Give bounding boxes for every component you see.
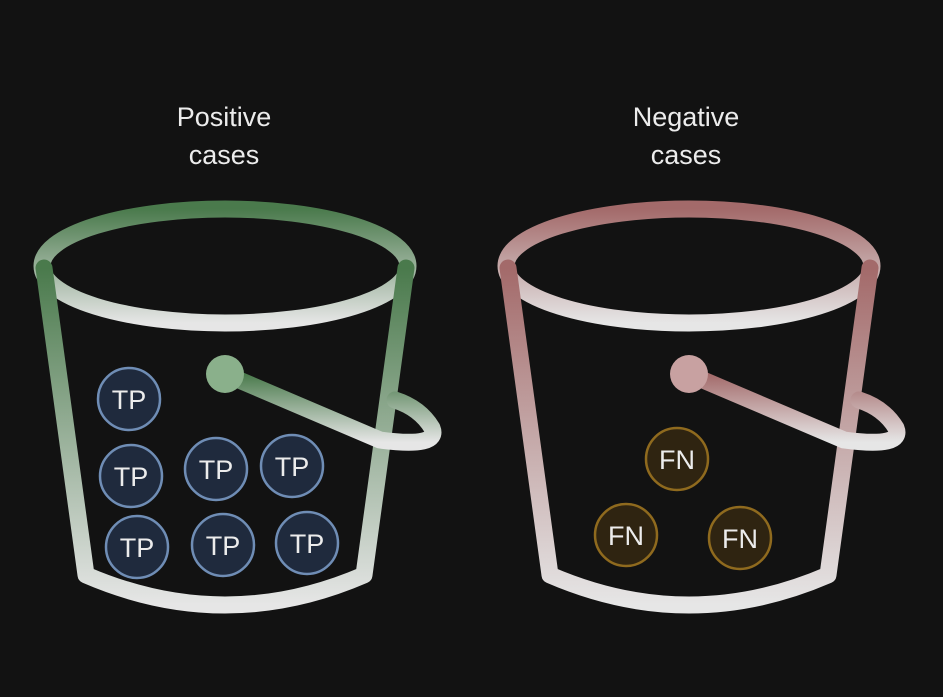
positive-case-ball: TP <box>183 436 249 502</box>
positive-case-ball-label: TP <box>290 529 325 559</box>
positive-case-ball: TP <box>98 443 164 509</box>
negative-case-ball-circle <box>644 426 710 492</box>
positive-case-ball: TP <box>96 366 162 432</box>
positive-title-line1: Positive <box>177 102 272 132</box>
positive-case-ball-circle <box>274 510 340 576</box>
positive-case-ball: TP <box>259 433 325 499</box>
positive-case-ball-circle <box>183 436 249 502</box>
positive-title-line2: cases <box>189 140 260 170</box>
negative-title-line2: cases <box>651 140 722 170</box>
positive-case-ball-label: TP <box>206 531 241 561</box>
positive-case-ball-label: TP <box>112 385 147 415</box>
negative-case-ball-label: FN <box>608 521 644 551</box>
positive-bucket-icon <box>33 200 442 614</box>
negative-bucket-icon <box>497 200 906 614</box>
negative-handle-pivot <box>670 355 708 393</box>
positive-case-ball: TP <box>274 510 340 576</box>
positive-ball-group: TP TP TP TP TP TP TP <box>96 366 340 580</box>
positive-case-ball-circle <box>104 514 170 580</box>
positive-case-ball-label: TP <box>275 452 310 482</box>
positive-handle-pivot <box>206 355 244 393</box>
negative-ball-group: FN FN FN <box>593 426 773 571</box>
negative-case-ball-circle <box>593 502 659 568</box>
negative-case-ball-circle <box>707 505 773 571</box>
positive-case-ball-circle <box>98 443 164 509</box>
negative-bucket: Negative cases FN FN FN <box>497 102 906 614</box>
negative-case-ball: FN <box>593 502 659 568</box>
positive-bucket: Positive cases TP TP TP TP TP TP TP <box>33 102 442 614</box>
positive-case-ball: TP <box>104 514 170 580</box>
positive-case-ball-label: TP <box>114 462 149 492</box>
positive-case-ball-circle <box>96 366 162 432</box>
positive-case-ball: TP <box>190 512 256 578</box>
negative-case-ball: FN <box>707 505 773 571</box>
positive-case-ball-label: TP <box>199 455 234 485</box>
positive-case-ball-circle <box>259 433 325 499</box>
negative-title-line1: Negative <box>633 102 740 132</box>
positive-case-ball-label: TP <box>120 533 155 563</box>
positive-case-ball-circle <box>190 512 256 578</box>
negative-case-ball: FN <box>644 426 710 492</box>
negative-case-ball-label: FN <box>659 445 695 475</box>
negative-case-ball-label: FN <box>722 524 758 554</box>
